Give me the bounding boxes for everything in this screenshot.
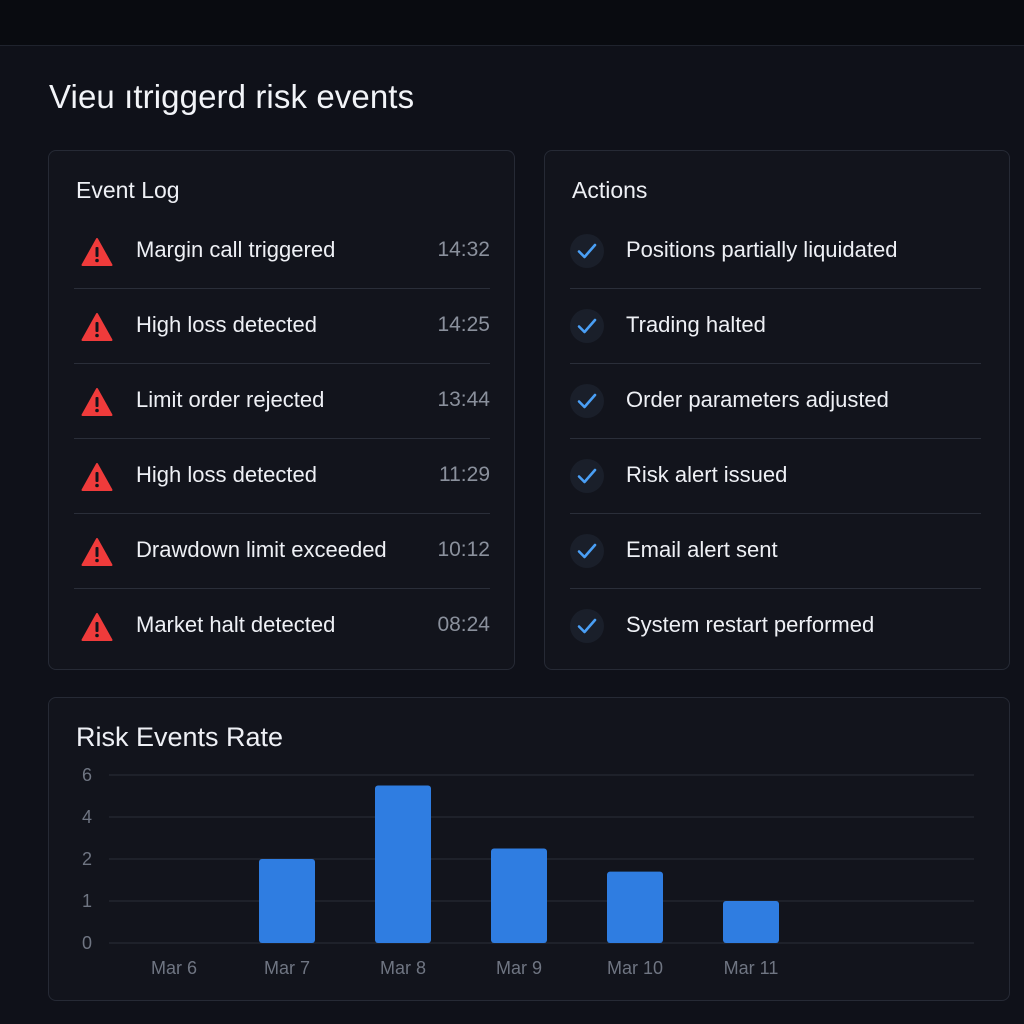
action-label: Positions partially liquidated [626, 237, 898, 262]
event-label: Limit order rejected [136, 387, 325, 412]
warning-icon [81, 463, 113, 491]
y-tick-label: 0 [82, 933, 92, 953]
y-tick-label: 6 [82, 765, 92, 785]
check-icon [570, 459, 604, 493]
actions-panel: Actions Positions partially liquidated Tr… [544, 150, 1010, 670]
bar[interactable] [607, 871, 663, 943]
event-row[interactable]: Drawdown limit exceeded 10:12 [74, 514, 490, 589]
event-row[interactable]: Margin call triggered 14:32 [74, 214, 490, 289]
bar[interactable] [259, 859, 315, 943]
check-icon [570, 609, 604, 643]
action-label: Email alert sent [626, 537, 778, 562]
event-log-title: Event Log [76, 177, 180, 203]
event-label: Margin call triggered [136, 237, 336, 262]
action-row[interactable]: Email alert sent [570, 514, 981, 589]
action-row[interactable]: Risk alert issued [570, 439, 981, 514]
x-tick-label: Mar 8 [380, 958, 426, 978]
x-tick-label: Mar 10 [607, 958, 663, 978]
event-label: Market halt detected [136, 612, 336, 637]
check-icon [570, 534, 604, 568]
x-tick-label: Mar 7 [264, 958, 310, 978]
event-log-panel: Event Log Margin call triggered 14:32 High… [48, 150, 515, 670]
event-time: 14:32 [437, 238, 490, 261]
y-tick-label: 4 [82, 807, 92, 827]
action-label: System restart performed [626, 612, 875, 637]
action-list: Positions partially liquidated Trading ha… [570, 214, 981, 664]
bar[interactable] [723, 901, 779, 943]
event-time: 13:44 [437, 388, 490, 411]
event-time: 08:24 [437, 613, 490, 636]
check-icon [570, 309, 604, 343]
action-row[interactable]: System restart performed [570, 589, 981, 664]
page-title: Vieu ıtriggerd risk events [49, 78, 415, 115]
actions-title: Actions [572, 177, 648, 203]
check-icon [570, 384, 604, 418]
bar[interactable] [375, 785, 431, 944]
event-label: High loss detected [136, 462, 317, 487]
warning-icon [81, 538, 113, 566]
event-row[interactable]: High loss detected 11:29 [74, 439, 490, 514]
top-bar [0, 0, 1024, 46]
x-tick-label: Mar 9 [496, 958, 542, 978]
warning-icon [81, 613, 113, 641]
event-row[interactable]: High loss detected 14:25 [74, 289, 490, 364]
warning-icon [81, 388, 113, 416]
event-list: Margin call triggered 14:32 High loss dete… [74, 214, 490, 664]
y-tick-label: 2 [82, 849, 92, 869]
y-tick-label: 1 [82, 891, 92, 911]
risk-events-chart: 0 1 2 4 6 Mar 6 Mar 7 Mar 8 Mar 9 Mar 10 Mar 11 [82, 765, 974, 978]
action-label: Trading halted [626, 312, 766, 337]
risk-events-chart-panel: Risk Events Rate 0 1 2 4 6 Mar 6 Mar 7 Mar 8 Mar… [48, 697, 1010, 1001]
event-time: 11:29 [439, 463, 490, 486]
event-label: High loss detected [136, 312, 317, 337]
action-label: Risk alert issued [626, 462, 788, 487]
action-label: Order parameters adjusted [626, 387, 889, 412]
check-icon [570, 234, 604, 268]
event-row[interactable]: Market halt detected 08:24 [74, 589, 490, 664]
event-time: 14:25 [437, 313, 490, 336]
x-tick-label: Mar 11 [724, 958, 779, 978]
event-label: Drawdown limit exceeded [136, 537, 387, 562]
event-time: 10:12 [437, 538, 490, 561]
event-row[interactable]: Limit order rejected 13:44 [74, 364, 490, 439]
action-row[interactable]: Order parameters adjusted [570, 364, 981, 439]
warning-icon [81, 238, 113, 266]
action-row[interactable]: Positions partially liquidated [570, 214, 981, 289]
warning-icon [81, 313, 113, 341]
action-row[interactable]: Trading halted [570, 289, 981, 364]
chart-title: Risk Events Rate [76, 722, 284, 752]
x-tick-label: Mar 6 [151, 958, 197, 978]
bar[interactable] [491, 848, 547, 944]
